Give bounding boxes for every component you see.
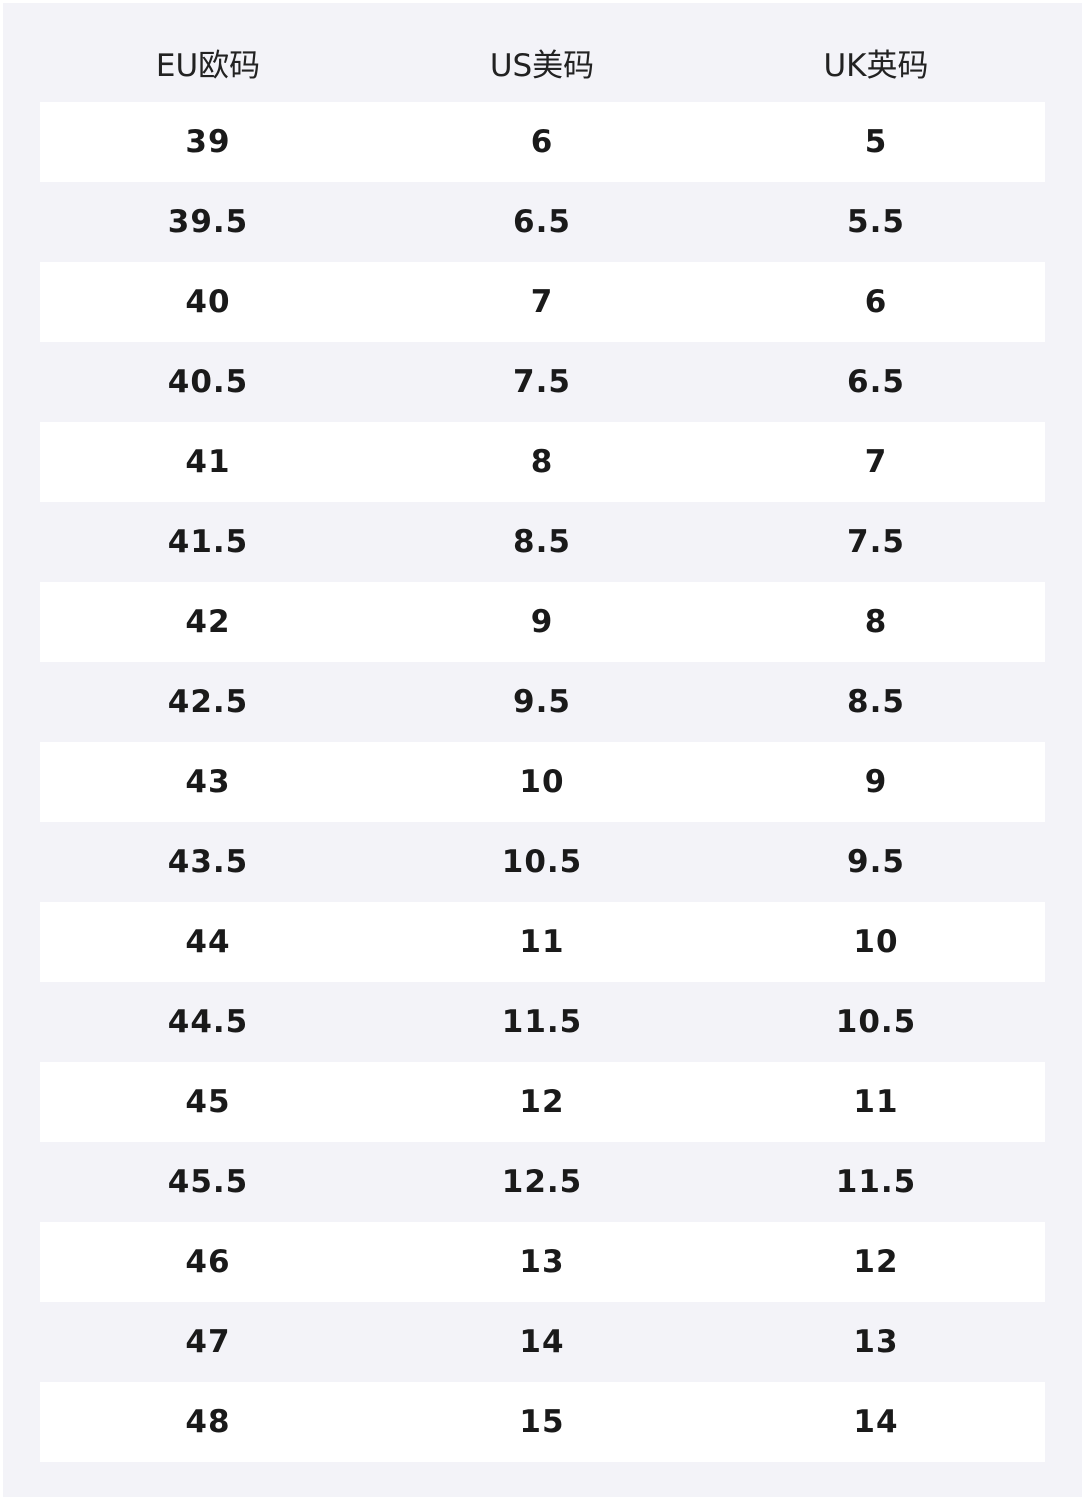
size-cell: 43.5	[167, 844, 249, 880]
size-row: 43.5 10.5 9.5	[40, 822, 1045, 902]
size-cell: 48	[185, 1404, 231, 1440]
header-row: EU欧码 US美码 UK英码	[40, 22, 1045, 102]
size-cell: 45	[185, 1084, 231, 1120]
size-cell: 12	[519, 1084, 565, 1120]
size-row: 41 8 7	[40, 422, 1045, 502]
size-cell: 10	[519, 764, 565, 800]
size-row: 43 10 9	[40, 742, 1045, 822]
size-cell: 40.5	[167, 364, 249, 400]
size-row: 41.5 8.5 7.5	[40, 502, 1045, 582]
size-cell: 6.5	[847, 364, 905, 400]
size-cell: 11	[519, 924, 565, 960]
size-cell: 9.5	[513, 684, 571, 720]
size-row: 47 14 13	[40, 1302, 1045, 1382]
size-row: 40 7 6	[40, 262, 1045, 342]
size-cell: 8.5	[513, 524, 571, 560]
size-row: 45.5 12.5 11.5	[40, 1142, 1045, 1222]
size-cell: 11	[853, 1084, 899, 1120]
size-cell: 13	[519, 1244, 565, 1280]
size-cell: 39	[185, 124, 231, 160]
size-cell: 9	[530, 604, 554, 640]
size-cell: 10.5	[501, 844, 583, 880]
size-cell: 11.5	[835, 1164, 917, 1200]
size-cell: 7.5	[513, 364, 571, 400]
header-cell: EU欧码	[155, 47, 261, 84]
size-cell: 8	[530, 444, 554, 480]
size-cell: 12	[853, 1244, 899, 1280]
size-cell: 7.5	[847, 524, 905, 560]
size-cell: 9	[864, 764, 888, 800]
size-row: 44.5 11.5 10.5	[40, 982, 1045, 1062]
size-cell: 14	[853, 1404, 899, 1440]
size-cell: 11.5	[501, 1004, 583, 1040]
size-cell: 47	[185, 1324, 231, 1360]
size-row: 42.5 9.5 8.5	[40, 662, 1045, 742]
size-row: 48 15 14	[40, 1382, 1045, 1462]
size-row: 42 9 8	[40, 582, 1045, 662]
size-cell: 8	[864, 604, 888, 640]
size-cell: 6	[530, 124, 554, 160]
size-cell: 9.5	[847, 844, 905, 880]
size-cell: 7	[864, 444, 888, 480]
size-cell: 41.5	[167, 524, 249, 560]
size-cell: 42	[185, 604, 231, 640]
size-cell: 46	[185, 1244, 231, 1280]
size-row: 40.5 7.5 6.5	[40, 342, 1045, 422]
size-cell: 6.5	[513, 204, 571, 240]
size-cell: 14	[519, 1324, 565, 1360]
size-row: 46 13 12	[40, 1222, 1045, 1302]
size-row: 39 6 5	[40, 102, 1045, 182]
size-cell: 15	[519, 1404, 565, 1440]
size-cell: 5.5	[847, 204, 905, 240]
size-cell: 40	[185, 284, 231, 320]
size-cell: 5	[864, 124, 888, 160]
size-cell: 44	[185, 924, 231, 960]
size-cell: 13	[853, 1324, 899, 1360]
size-row: 45 12 11	[40, 1062, 1045, 1142]
size-cell: 12.5	[501, 1164, 583, 1200]
size-cell: 41	[185, 444, 231, 480]
size-cell: 42.5	[167, 684, 249, 720]
header-cell: US美码	[489, 47, 595, 84]
size-cell: 8.5	[847, 684, 905, 720]
size-cell: 43	[185, 764, 231, 800]
size-cell: 10.5	[835, 1004, 917, 1040]
size-cell: 45.5	[167, 1164, 249, 1200]
size-row: 44 11 10	[40, 902, 1045, 982]
header-cell: UK英码	[823, 47, 929, 84]
size-row: 39.5 6.5 5.5	[40, 182, 1045, 262]
size-cell: 6	[864, 284, 888, 320]
size-cell: 7	[530, 284, 554, 320]
size-cell: 44.5	[167, 1004, 249, 1040]
size-cell: 39.5	[167, 204, 249, 240]
size-table: EU欧码 US美码 UK英码 39 6 5 39.5 6.5 5.5 40 7 6 40.5 7.5 6.5…	[3, 3, 1082, 1497]
size-cell: 10	[853, 924, 899, 960]
